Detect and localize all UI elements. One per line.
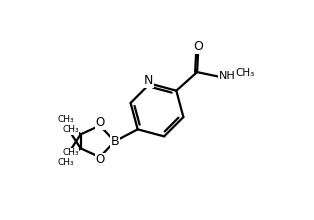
Text: O: O: [95, 153, 105, 166]
Text: CH₃: CH₃: [58, 116, 74, 125]
Text: B: B: [111, 135, 119, 148]
Text: CH₃: CH₃: [58, 158, 74, 167]
Text: N: N: [144, 74, 154, 87]
Text: CH₃: CH₃: [235, 68, 254, 77]
Text: NH: NH: [219, 71, 236, 81]
Text: CH₃: CH₃: [62, 125, 79, 134]
Text: O: O: [193, 40, 203, 53]
Text: CH₃: CH₃: [62, 148, 79, 158]
Text: O: O: [95, 116, 105, 130]
